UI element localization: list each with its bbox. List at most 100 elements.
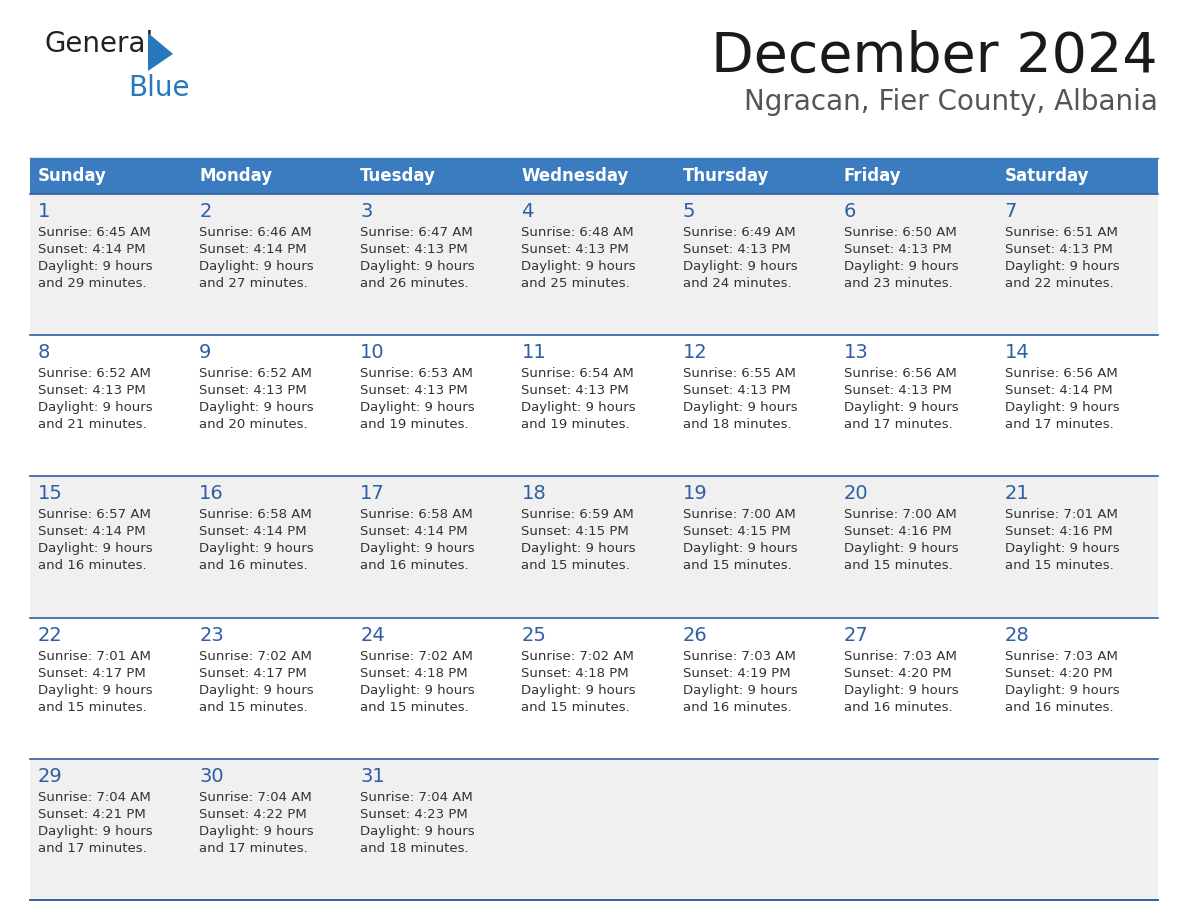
Text: Daylight: 9 hours: Daylight: 9 hours: [1005, 401, 1119, 414]
Text: Sunrise: 6:48 AM: Sunrise: 6:48 AM: [522, 226, 634, 239]
Text: Daylight: 9 hours: Daylight: 9 hours: [200, 543, 314, 555]
Text: Sunset: 4:13 PM: Sunset: 4:13 PM: [683, 243, 790, 256]
Text: 2: 2: [200, 202, 211, 221]
Text: and 15 minutes.: and 15 minutes.: [522, 559, 630, 573]
Text: Tuesday: Tuesday: [360, 167, 436, 185]
Text: 29: 29: [38, 767, 63, 786]
Text: and 15 minutes.: and 15 minutes.: [522, 700, 630, 713]
Text: Daylight: 9 hours: Daylight: 9 hours: [843, 401, 959, 414]
Text: Sunrise: 6:56 AM: Sunrise: 6:56 AM: [843, 367, 956, 380]
Text: Daylight: 9 hours: Daylight: 9 hours: [683, 401, 797, 414]
Text: and 15 minutes.: and 15 minutes.: [200, 700, 308, 713]
Text: Sunrise: 7:03 AM: Sunrise: 7:03 AM: [683, 650, 796, 663]
Text: and 17 minutes.: and 17 minutes.: [200, 842, 308, 855]
Text: Daylight: 9 hours: Daylight: 9 hours: [522, 260, 636, 273]
Text: Sunset: 4:13 PM: Sunset: 4:13 PM: [360, 385, 468, 397]
Text: 13: 13: [843, 343, 868, 363]
Polygon shape: [148, 33, 173, 71]
Text: Daylight: 9 hours: Daylight: 9 hours: [683, 260, 797, 273]
Text: Sunrise: 6:54 AM: Sunrise: 6:54 AM: [522, 367, 634, 380]
Bar: [30, 194, 1158, 335]
Text: 1: 1: [38, 202, 50, 221]
Text: Sunrise: 7:01 AM: Sunrise: 7:01 AM: [1005, 509, 1118, 521]
Text: and 16 minutes.: and 16 minutes.: [683, 700, 791, 713]
Text: and 29 minutes.: and 29 minutes.: [38, 277, 146, 290]
Text: Daylight: 9 hours: Daylight: 9 hours: [522, 401, 636, 414]
Text: and 23 minutes.: and 23 minutes.: [843, 277, 953, 290]
Text: and 15 minutes.: and 15 minutes.: [843, 559, 953, 573]
Text: and 22 minutes.: and 22 minutes.: [1005, 277, 1113, 290]
Text: and 18 minutes.: and 18 minutes.: [360, 842, 469, 855]
Text: and 21 minutes.: and 21 minutes.: [38, 419, 147, 431]
Text: Blue: Blue: [128, 74, 190, 102]
Bar: [30, 158, 1158, 194]
Text: and 18 minutes.: and 18 minutes.: [683, 419, 791, 431]
Text: Daylight: 9 hours: Daylight: 9 hours: [38, 684, 152, 697]
Text: Daylight: 9 hours: Daylight: 9 hours: [360, 260, 475, 273]
Text: and 16 minutes.: and 16 minutes.: [38, 559, 146, 573]
Text: 31: 31: [360, 767, 385, 786]
Text: Daylight: 9 hours: Daylight: 9 hours: [522, 543, 636, 555]
Text: Daylight: 9 hours: Daylight: 9 hours: [360, 543, 475, 555]
Text: Sunrise: 7:00 AM: Sunrise: 7:00 AM: [843, 509, 956, 521]
Text: Sunset: 4:20 PM: Sunset: 4:20 PM: [1005, 666, 1112, 679]
Text: Sunset: 4:13 PM: Sunset: 4:13 PM: [360, 243, 468, 256]
Text: 24: 24: [360, 625, 385, 644]
Text: Daylight: 9 hours: Daylight: 9 hours: [200, 824, 314, 838]
Text: Daylight: 9 hours: Daylight: 9 hours: [843, 684, 959, 697]
Text: Daylight: 9 hours: Daylight: 9 hours: [1005, 543, 1119, 555]
Text: Sunrise: 7:02 AM: Sunrise: 7:02 AM: [360, 650, 473, 663]
Text: and 15 minutes.: and 15 minutes.: [683, 559, 791, 573]
Text: 18: 18: [522, 485, 546, 503]
Text: Sunrise: 7:03 AM: Sunrise: 7:03 AM: [843, 650, 956, 663]
Text: Sunset: 4:15 PM: Sunset: 4:15 PM: [522, 525, 630, 538]
Text: Thursday: Thursday: [683, 167, 769, 185]
Text: Sunrise: 6:51 AM: Sunrise: 6:51 AM: [1005, 226, 1118, 239]
Text: General: General: [45, 30, 154, 58]
Text: and 25 minutes.: and 25 minutes.: [522, 277, 630, 290]
Text: Sunset: 4:14 PM: Sunset: 4:14 PM: [38, 243, 146, 256]
Text: Sunset: 4:15 PM: Sunset: 4:15 PM: [683, 525, 790, 538]
Text: Ngracan, Fier County, Albania: Ngracan, Fier County, Albania: [744, 88, 1158, 116]
Text: Sunrise: 7:02 AM: Sunrise: 7:02 AM: [522, 650, 634, 663]
Text: Sunrise: 7:04 AM: Sunrise: 7:04 AM: [200, 790, 312, 804]
Text: 26: 26: [683, 625, 707, 644]
Text: 7: 7: [1005, 202, 1017, 221]
Text: Sunset: 4:13 PM: Sunset: 4:13 PM: [522, 243, 630, 256]
Text: Sunset: 4:14 PM: Sunset: 4:14 PM: [38, 525, 146, 538]
Text: Daylight: 9 hours: Daylight: 9 hours: [360, 824, 475, 838]
Text: Daylight: 9 hours: Daylight: 9 hours: [1005, 684, 1119, 697]
Text: Sunset: 4:23 PM: Sunset: 4:23 PM: [360, 808, 468, 821]
Text: Sunrise: 6:52 AM: Sunrise: 6:52 AM: [200, 367, 312, 380]
Text: Sunrise: 6:45 AM: Sunrise: 6:45 AM: [38, 226, 151, 239]
Bar: [30, 335, 1158, 476]
Text: and 19 minutes.: and 19 minutes.: [522, 419, 630, 431]
Text: Sunrise: 6:47 AM: Sunrise: 6:47 AM: [360, 226, 473, 239]
Text: and 17 minutes.: and 17 minutes.: [38, 842, 147, 855]
Text: Sunrise: 6:58 AM: Sunrise: 6:58 AM: [360, 509, 473, 521]
Text: and 24 minutes.: and 24 minutes.: [683, 277, 791, 290]
Text: 19: 19: [683, 485, 707, 503]
Text: Sunrise: 6:59 AM: Sunrise: 6:59 AM: [522, 509, 634, 521]
Text: and 16 minutes.: and 16 minutes.: [200, 559, 308, 573]
Text: Daylight: 9 hours: Daylight: 9 hours: [683, 543, 797, 555]
Text: Daylight: 9 hours: Daylight: 9 hours: [360, 684, 475, 697]
Text: Daylight: 9 hours: Daylight: 9 hours: [200, 260, 314, 273]
Text: Sunrise: 6:53 AM: Sunrise: 6:53 AM: [360, 367, 473, 380]
Text: Sunset: 4:18 PM: Sunset: 4:18 PM: [360, 666, 468, 679]
Text: Sunset: 4:13 PM: Sunset: 4:13 PM: [683, 385, 790, 397]
Bar: [30, 476, 1158, 618]
Text: Wednesday: Wednesday: [522, 167, 628, 185]
Text: Daylight: 9 hours: Daylight: 9 hours: [38, 401, 152, 414]
Text: Daylight: 9 hours: Daylight: 9 hours: [683, 684, 797, 697]
Text: Sunset: 4:13 PM: Sunset: 4:13 PM: [522, 385, 630, 397]
Text: and 17 minutes.: and 17 minutes.: [843, 419, 953, 431]
Text: Sunrise: 7:04 AM: Sunrise: 7:04 AM: [360, 790, 473, 804]
Text: 30: 30: [200, 767, 223, 786]
Bar: [30, 759, 1158, 900]
Text: 11: 11: [522, 343, 546, 363]
Text: Sunrise: 6:57 AM: Sunrise: 6:57 AM: [38, 509, 151, 521]
Text: 27: 27: [843, 625, 868, 644]
Text: and 16 minutes.: and 16 minutes.: [360, 559, 469, 573]
Text: Daylight: 9 hours: Daylight: 9 hours: [38, 824, 152, 838]
